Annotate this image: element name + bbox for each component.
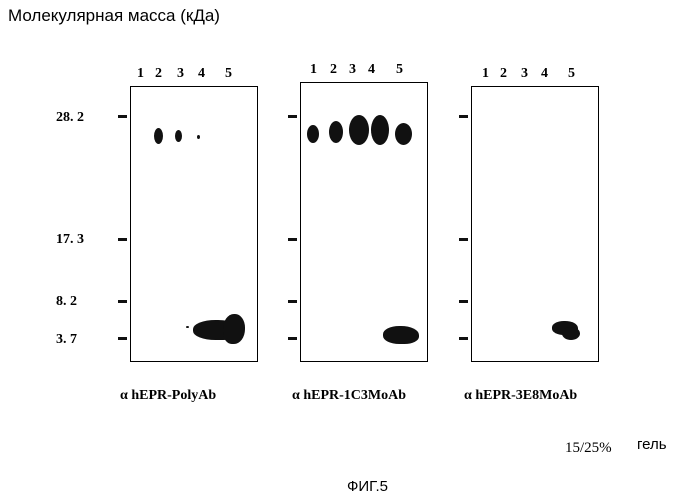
y-axis-title: Молекулярная масса (кДа) — [8, 6, 220, 26]
mw-tick — [459, 115, 468, 118]
mw-tick — [288, 300, 297, 303]
band — [395, 123, 412, 145]
mw-tick — [459, 238, 468, 241]
mw-tick — [118, 300, 127, 303]
mw-tick — [288, 337, 297, 340]
blot-panel-polyab — [130, 86, 258, 362]
band — [175, 130, 182, 142]
lane-label: 2 — [155, 66, 162, 82]
lane-label: 4 — [368, 62, 375, 78]
band — [197, 135, 200, 139]
mw-marker-label: 3. 7 — [56, 332, 77, 348]
mw-marker-label: 28. 2 — [56, 110, 84, 126]
lane-label: 5 — [396, 62, 403, 78]
lane-label: 3 — [521, 66, 528, 82]
lane-label: 5 — [568, 66, 575, 82]
lane-label: 1 — [137, 66, 144, 82]
lane-label: 3 — [177, 66, 184, 82]
lane-label: 4 — [198, 66, 205, 82]
lane-label: 5 — [225, 66, 232, 82]
blot-panel-3e8moab — [471, 86, 599, 362]
panel-caption: α hEPR-1C3MoAb — [292, 388, 406, 404]
gel-note-word: гель — [637, 436, 667, 453]
lane-label: 1 — [310, 62, 317, 78]
band-smear — [562, 327, 580, 340]
blot-panel-1c3moab — [300, 82, 428, 362]
mw-tick — [118, 115, 127, 118]
band — [349, 115, 369, 145]
band — [154, 128, 163, 144]
lane-label: 4 — [541, 66, 548, 82]
gel-note-number: 15/25% — [565, 440, 612, 457]
lane-label: 2 — [330, 62, 337, 78]
mw-tick — [288, 238, 297, 241]
figure-label: ФИГ.5 — [347, 478, 388, 495]
band — [307, 125, 319, 143]
mw-tick — [288, 115, 297, 118]
mw-marker-label: 17. 3 — [56, 232, 84, 248]
mw-marker-label: 8. 2 — [56, 294, 77, 310]
band-speck — [186, 326, 189, 328]
band — [329, 121, 343, 143]
band — [371, 115, 389, 145]
mw-tick — [118, 337, 127, 340]
band-smear — [383, 326, 419, 344]
mw-tick — [459, 300, 468, 303]
mw-tick — [459, 337, 468, 340]
band-smear — [223, 314, 245, 344]
lane-label: 1 — [482, 66, 489, 82]
lane-label: 3 — [349, 62, 356, 78]
mw-tick — [118, 238, 127, 241]
panel-caption: α hEPR-PolyAb — [120, 388, 216, 404]
panel-caption: α hEPR-3E8MoAb — [464, 388, 577, 404]
lane-label: 2 — [500, 66, 507, 82]
